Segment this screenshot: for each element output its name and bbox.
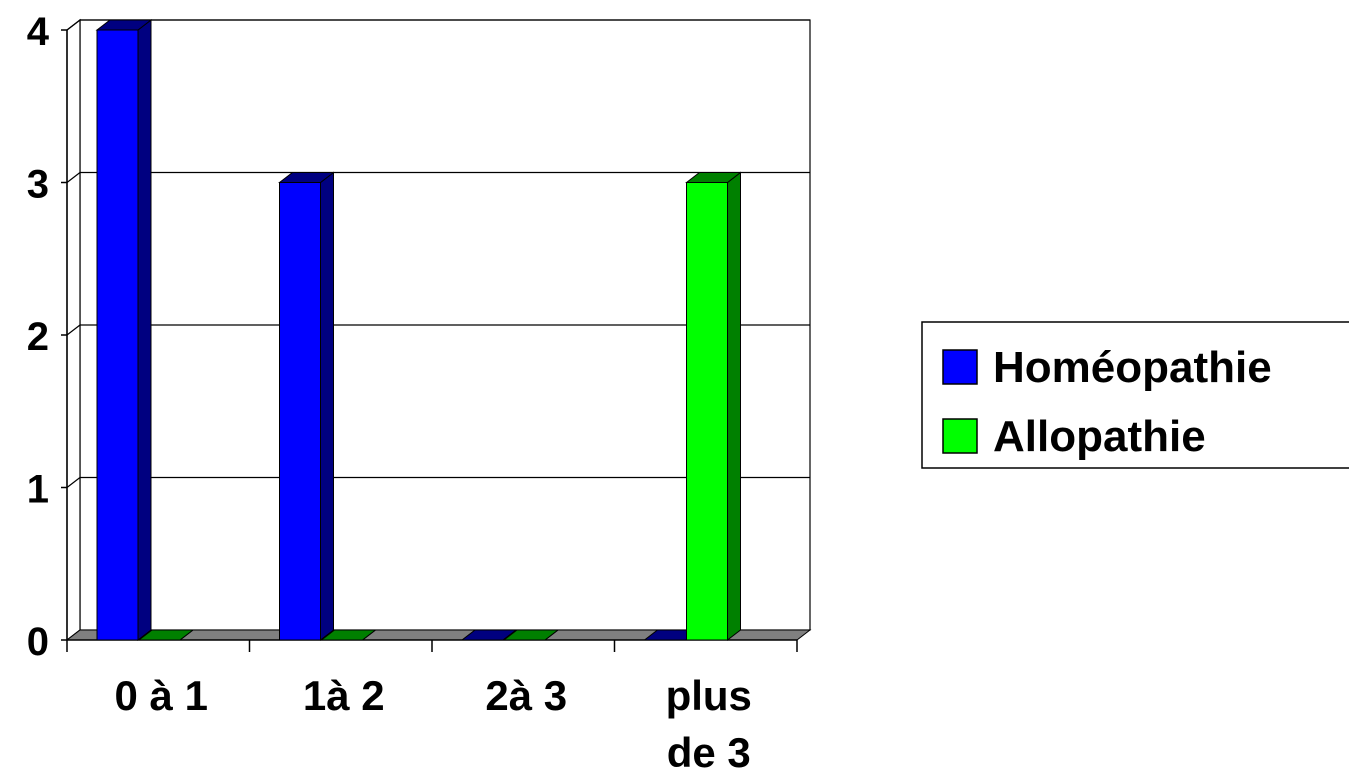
bar-side-face bbox=[727, 171, 741, 642]
bar-top-face bbox=[460, 629, 518, 641]
x-tick-label-line: de 3 bbox=[667, 729, 751, 776]
bar-top-face bbox=[95, 19, 153, 31]
legend-swatch bbox=[942, 349, 978, 385]
y-tick-label: 0 bbox=[27, 620, 49, 664]
y-tick-label: 4 bbox=[27, 10, 50, 54]
bar bbox=[685, 171, 742, 642]
x-tick-label-line: 1à 2 bbox=[303, 672, 385, 719]
bar bbox=[278, 171, 335, 642]
gridline bbox=[66, 19, 810, 31]
bar-top-face bbox=[137, 629, 195, 641]
bar-side-face bbox=[320, 171, 334, 642]
legend: Homéopathie Allopathie bbox=[921, 321, 1349, 469]
bar bbox=[460, 629, 518, 641]
y-tick-label: 1 bbox=[27, 468, 49, 512]
x-tick-label: 1à 2 bbox=[303, 672, 385, 719]
bar bbox=[320, 629, 377, 641]
bar-front-face bbox=[96, 29, 139, 641]
bar-side-face bbox=[137, 18, 152, 642]
legend-label: Allopathie bbox=[993, 412, 1206, 461]
x-tick-label: 2à 3 bbox=[485, 672, 567, 719]
bar-front-face bbox=[279, 182, 321, 641]
bar-top-face bbox=[278, 172, 335, 183]
bar bbox=[502, 629, 560, 641]
gridlines bbox=[66, 19, 810, 488]
x-tick-label-line: plus bbox=[666, 672, 752, 719]
legend-swatch bbox=[942, 418, 978, 454]
x-tick-label-line: 0 à 1 bbox=[115, 672, 208, 719]
gridline bbox=[66, 476, 810, 488]
bar-top-face bbox=[320, 629, 377, 641]
y-tick-label: 3 bbox=[27, 163, 49, 207]
x-tick-labels: 0 à 1 1à 2 2à 3 plus de 3 bbox=[115, 672, 752, 776]
x-tick-label-line: 2à 3 bbox=[485, 672, 567, 719]
bar-top-face bbox=[685, 172, 742, 183]
x-tick-label: plus de 3 bbox=[666, 672, 752, 776]
bar bbox=[95, 18, 153, 642]
bar-top-face bbox=[502, 629, 560, 641]
gridline bbox=[66, 324, 810, 336]
bar-front-face bbox=[686, 182, 728, 641]
bars bbox=[95, 18, 742, 642]
legend-box bbox=[921, 321, 1349, 469]
y-tick-label: 2 bbox=[27, 315, 49, 359]
bar bbox=[137, 629, 195, 641]
gridline bbox=[66, 171, 810, 183]
x-tick-label: 0 à 1 bbox=[115, 672, 208, 719]
legend-label: Homéopathie bbox=[993, 343, 1272, 392]
y-tick-labels: 0 1 2 3 4 bbox=[27, 10, 50, 664]
